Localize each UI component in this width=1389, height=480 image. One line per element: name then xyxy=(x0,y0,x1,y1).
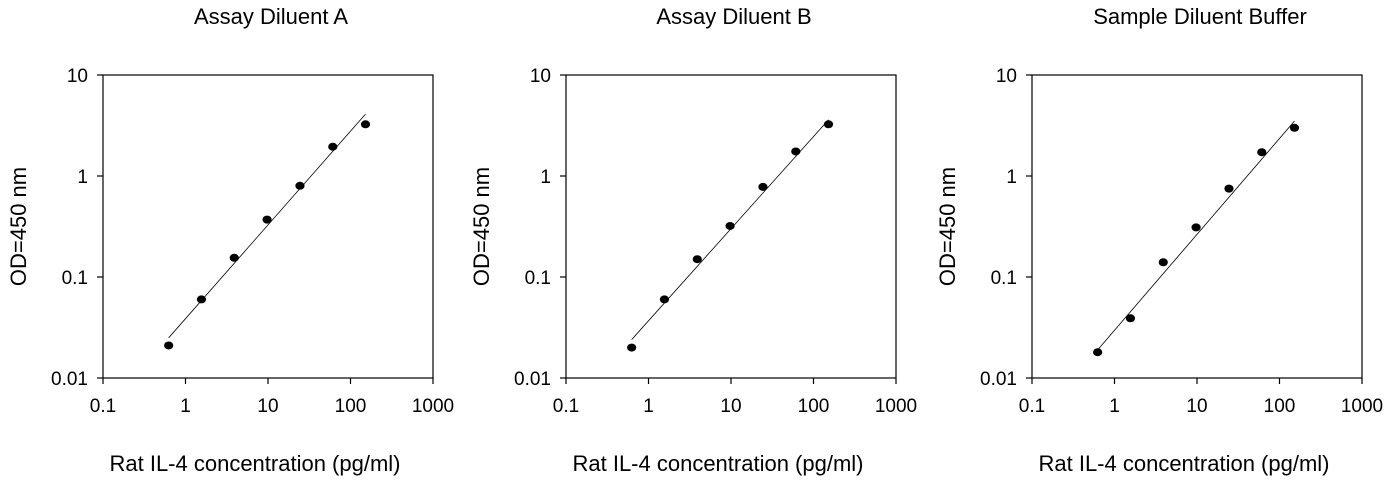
y-tick-label: 10 xyxy=(996,66,1017,87)
data-point xyxy=(295,181,305,190)
x-tick-label: 1000 xyxy=(875,396,917,417)
x-tick-label: 100 xyxy=(1264,396,1296,417)
data-point xyxy=(1093,348,1103,357)
data-point xyxy=(360,120,371,129)
data-point xyxy=(1125,314,1136,323)
x-tick-label: 0.1 xyxy=(1019,396,1045,417)
data-point xyxy=(725,221,735,230)
plot-frame xyxy=(102,74,434,379)
y-tick-label: 1 xyxy=(540,167,551,188)
data-point xyxy=(823,120,834,129)
x-tick-label: 0.1 xyxy=(553,396,579,417)
data-point xyxy=(659,295,670,304)
x-tick-label: 1000 xyxy=(1341,396,1383,417)
y-tick-label: 0.1 xyxy=(991,268,1017,289)
y-tick-label: 0.01 xyxy=(51,369,88,390)
y-axis-label: OD=450 nm xyxy=(6,167,31,286)
x-axis-label: Rat IL-4 concentration (pg/ml) xyxy=(572,451,863,476)
data-point xyxy=(328,142,338,151)
y-tick-label: 0.1 xyxy=(525,268,551,289)
data-point xyxy=(196,295,207,304)
y-tick-label: 0.01 xyxy=(514,369,551,390)
x-tick-label: 1000 xyxy=(412,396,454,417)
x-tick-label: 1 xyxy=(1109,396,1120,417)
data-point xyxy=(1191,223,1201,232)
y-tick-label: 0.01 xyxy=(980,369,1017,390)
chart-title: Sample Diluent Buffer xyxy=(1093,4,1307,29)
x-axis-label: Rat IL-4 concentration (pg/ml) xyxy=(109,451,400,476)
chart-panel-2: Assay Diluent B0.1 1 10 100 10000.010.1110Ra… xyxy=(469,4,917,476)
data-point xyxy=(791,147,801,156)
data-point xyxy=(1289,123,1300,132)
x-tick-label: 10 xyxy=(257,396,278,417)
y-tick-label: 10 xyxy=(67,66,88,87)
chart-title: Assay Diluent B xyxy=(656,4,811,29)
x-tick-label: 1 xyxy=(643,396,654,417)
x-tick-label: 1 xyxy=(180,396,191,417)
data-point xyxy=(1158,258,1168,267)
chart-title: Assay Diluent A xyxy=(194,4,348,29)
data-point xyxy=(262,215,272,224)
data-point xyxy=(1257,148,1267,157)
data-point xyxy=(164,341,174,350)
y-axis-label: OD=450 nm xyxy=(935,167,960,286)
y-tick-label: 0.1 xyxy=(62,268,88,289)
y-axis-label: OD=450 nm xyxy=(469,167,494,286)
x-tick-label: 0.1 xyxy=(90,396,116,417)
x-tick-label: 100 xyxy=(798,396,830,417)
x-tick-label: 10 xyxy=(1186,396,1207,417)
x-axis-label: Rat IL-4 concentration (pg/ml) xyxy=(1038,451,1329,476)
fit-line xyxy=(1097,120,1295,351)
data-point xyxy=(758,182,768,191)
x-tick-label: 100 xyxy=(335,396,367,417)
y-tick-label: 1 xyxy=(77,167,88,188)
data-point xyxy=(229,253,239,262)
x-tick-label: 10 xyxy=(720,396,741,417)
chart-panel-1: Assay Diluent A0.1 1 10 100 10000.010.1110Ra… xyxy=(6,4,454,476)
y-tick-label: 10 xyxy=(530,66,551,87)
y-tick-label: 1 xyxy=(1006,167,1017,188)
data-point xyxy=(1224,184,1234,193)
data-point xyxy=(627,343,637,352)
data-point xyxy=(692,255,702,264)
